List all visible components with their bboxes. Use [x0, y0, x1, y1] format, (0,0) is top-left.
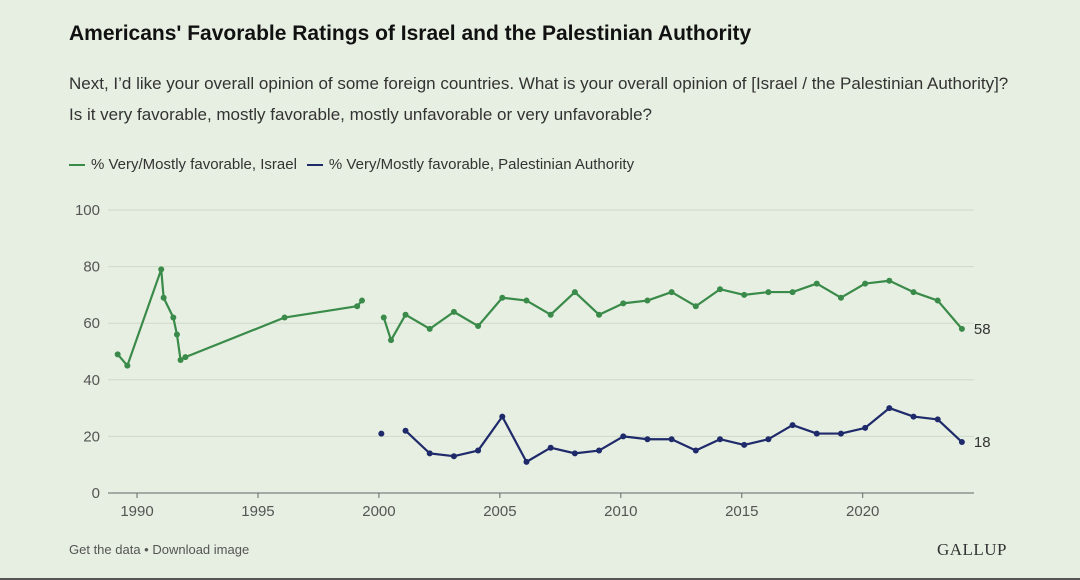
data-point-pa: [450, 453, 457, 460]
data-point-israel: [380, 314, 387, 321]
data-point-pa: [717, 436, 724, 443]
x-tick-label: 2015: [725, 503, 758, 520]
data-point-israel: [644, 297, 651, 304]
data-point-israel: [160, 294, 167, 301]
data-point-israel: [124, 362, 131, 369]
data-point-pa: [596, 447, 603, 454]
data-point-israel: [620, 300, 627, 307]
data-point-pa: [692, 447, 699, 454]
data-point-israel: [717, 286, 724, 293]
footer-separator: •: [140, 542, 153, 557]
end-value-label-israel: 58: [974, 321, 991, 338]
data-point-israel: [158, 266, 165, 273]
data-point-pa: [378, 430, 385, 437]
legend-label-israel: % Very/Mostly favorable, Israel: [91, 156, 297, 173]
data-point-israel: [388, 337, 395, 344]
data-point-pa: [958, 439, 965, 446]
data-point-pa: [620, 433, 627, 440]
gallup-logo: GALLUP: [936, 540, 1007, 559]
data-point-pa: [910, 413, 917, 420]
data-point-israel: [173, 331, 180, 338]
end-value-label-pa: 18: [974, 434, 991, 451]
data-point-pa: [523, 458, 530, 465]
data-point-israel: [354, 303, 361, 310]
chart-title: Americans' Favorable Ratings of Israel a…: [69, 22, 752, 45]
y-tick-label: 80: [83, 259, 100, 276]
legend-swatch-pa: [306, 163, 323, 166]
data-point-israel: [910, 289, 917, 296]
x-tick-label: 2000: [362, 503, 395, 520]
data-point-israel: [114, 351, 121, 358]
y-tick-label: 20: [83, 428, 100, 445]
legend-item-pa[interactable]: % Very/Mostly favorable, Palestinian Aut…: [306, 156, 635, 173]
data-point-israel: [182, 354, 189, 361]
y-tick-label: 60: [83, 315, 100, 332]
data-point-israel: [862, 280, 869, 287]
data-point-israel: [596, 311, 603, 318]
data-point-israel: [765, 289, 772, 296]
series-line-israel: [116, 268, 363, 367]
chart-subtitle: Next, I’d like your overall opinion of s…: [69, 74, 1009, 124]
data-point-israel: [358, 297, 365, 304]
data-point-pa: [644, 436, 651, 443]
data-point-israel: [177, 356, 184, 363]
y-tick-label: 100: [75, 202, 100, 219]
data-point-pa: [741, 441, 748, 448]
data-point-israel: [450, 308, 457, 315]
data-point-pa: [475, 447, 482, 454]
data-point-israel: [475, 323, 482, 330]
data-point-pa: [934, 416, 941, 423]
data-point-pa: [547, 444, 554, 451]
legend-item-israel[interactable]: % Very/Mostly favorable, Israel: [69, 156, 297, 173]
x-tick-label: 1995: [241, 503, 274, 520]
data-point-israel: [426, 325, 433, 332]
data-point-israel: [886, 277, 893, 284]
data-point-pa: [571, 450, 578, 457]
data-point-pa: [765, 436, 772, 443]
data-point-pa: [862, 424, 869, 431]
data-point-pa: [668, 436, 675, 443]
legend: % Very/Mostly favorable, Israel % Very/M…: [69, 156, 644, 173]
data-point-israel: [499, 294, 506, 301]
data-point-pa: [837, 430, 844, 437]
data-point-israel: [837, 294, 844, 301]
y-tick-label: 0: [92, 485, 100, 502]
data-point-israel: [958, 325, 965, 332]
data-point-israel: [281, 314, 288, 321]
data-point-israel: [934, 297, 941, 304]
x-tick-label: 1990: [120, 503, 153, 520]
data-point-pa: [426, 450, 433, 457]
x-tick-label: 2005: [483, 503, 516, 520]
data-point-israel: [170, 314, 177, 321]
legend-swatch-israel: [69, 163, 85, 166]
data-point-israel: [402, 311, 409, 318]
data-point-israel: [692, 303, 699, 310]
data-point-israel: [813, 280, 820, 287]
series-line-israel: [382, 279, 963, 342]
series-line-pa: [404, 407, 963, 463]
data-point-israel: [741, 291, 748, 298]
data-point-israel: [547, 311, 554, 318]
data-point-israel: [571, 289, 578, 296]
get-data-link[interactable]: Get the data: [69, 542, 141, 557]
footer-links: Get the data • Download image: [69, 542, 249, 557]
data-point-pa: [813, 430, 820, 437]
y-tick-label: 40: [83, 372, 100, 389]
data-point-israel: [789, 289, 796, 296]
x-tick-label: 2010: [604, 503, 637, 520]
data-point-israel: [523, 297, 530, 304]
data-point-israel: [668, 289, 675, 296]
data-point-pa: [886, 405, 893, 412]
data-point-pa: [402, 427, 409, 434]
bottom-rule: [0, 578, 1080, 580]
data-point-pa: [499, 413, 506, 420]
data-point-pa: [789, 422, 796, 429]
download-image-link[interactable]: Download image: [152, 542, 250, 557]
legend-label-pa: % Very/Mostly favorable, Palestinian Aut…: [328, 156, 635, 173]
x-tick-label: 2020: [846, 503, 879, 520]
